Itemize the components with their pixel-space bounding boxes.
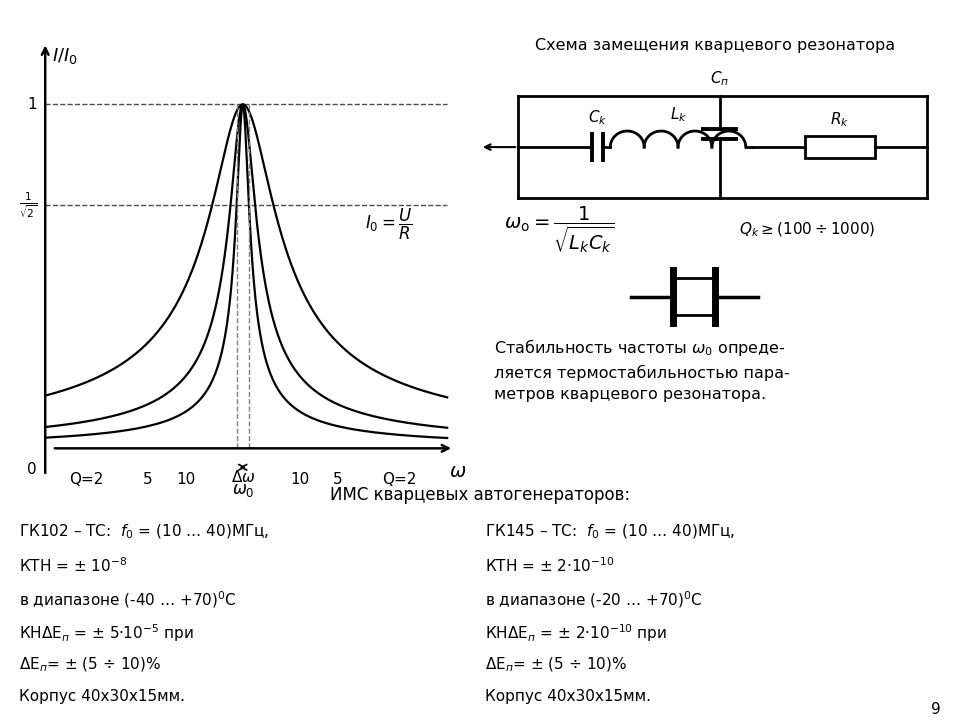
Text: $I_0 = \dfrac{U}{R}$: $I_0 = \dfrac{U}{R}$: [366, 207, 413, 243]
Text: Схема замещения кварцевого резонатора: Схема замещения кварцевого резонатора: [535, 37, 896, 53]
Text: $\Delta$Е$_п$= ± (5 ÷ 10)%: $\Delta$Е$_п$= ± (5 ÷ 10)%: [19, 656, 161, 674]
Text: $\omega$: $\omega$: [449, 462, 467, 481]
Bar: [804, 136, 876, 158]
Text: Корпус 40х30х15мм.: Корпус 40х30х15мм.: [19, 689, 185, 703]
Text: 10: 10: [290, 472, 310, 487]
Text: ГК145 – ТС:  $f_0$ = (10 … 40)МГц,: ГК145 – ТС: $f_0$ = (10 … 40)МГц,: [485, 523, 735, 541]
Text: $C_п$: $C_п$: [710, 69, 730, 88]
Text: $\Delta$Е$_п$= ± (5 ÷ 10)%: $\Delta$Е$_п$= ± (5 ÷ 10)%: [485, 656, 627, 674]
Text: 9: 9: [931, 702, 941, 717]
Text: $\omega_\mathrm{o} = \dfrac{1}{\sqrt{L_k C_k}}$: $\omega_\mathrm{o} = \dfrac{1}{\sqrt{L_k…: [503, 204, 614, 255]
Text: 0: 0: [28, 462, 37, 477]
Text: 5: 5: [333, 472, 343, 487]
Text: КТН = ± 10$^{-8}$: КТН = ± 10$^{-8}$: [19, 556, 128, 575]
Text: Q=2: Q=2: [382, 472, 417, 487]
Text: $\omega_0$: $\omega_0$: [231, 481, 254, 499]
Text: Q=2: Q=2: [69, 472, 104, 487]
Text: в диапазоне (-40 … +70)$^0$С: в диапазоне (-40 … +70)$^0$С: [19, 589, 237, 610]
Text: $\Delta\omega$: $\Delta\omega$: [230, 469, 255, 485]
Text: ГК102 – ТС:  $f_0$ = (10 … 40)МГц,: ГК102 – ТС: $f_0$ = (10 … 40)МГц,: [19, 523, 270, 541]
Text: $R_k$: $R_k$: [830, 111, 850, 130]
Text: Стабильность частоты $\omega_0$ опреде-
ляется термостабильностью пара-
метров к: Стабильность частоты $\omega_0$ опреде- …: [494, 337, 790, 402]
Text: $C_k$: $C_k$: [588, 108, 607, 127]
Text: $Q_k \geq (100 \div 1000)$: $Q_k \geq (100 \div 1000)$: [739, 220, 876, 239]
Text: Корпус 40х30х15мм.: Корпус 40х30х15мм.: [485, 689, 651, 703]
Text: КН$\Delta$Е$_п$ = ± 5·10$^{-5}$ при: КН$\Delta$Е$_п$ = ± 5·10$^{-5}$ при: [19, 623, 194, 644]
Text: $I/I_0$: $I/I_0$: [52, 46, 78, 66]
Text: КТН = ± 2·10$^{-10}$: КТН = ± 2·10$^{-10}$: [485, 556, 614, 575]
Text: $L_k$: $L_k$: [669, 106, 686, 125]
Text: 1: 1: [28, 97, 37, 112]
Text: $\frac{1}{\sqrt{2}}$: $\frac{1}{\sqrt{2}}$: [19, 191, 37, 220]
Bar: [675, 278, 715, 315]
Text: ИМС кварцевых автогенераторов:: ИМС кварцевых автогенераторов:: [330, 485, 630, 503]
Text: КН$\Delta$Е$_п$ = ± 2·10$^{-10}$ при: КН$\Delta$Е$_п$ = ± 2·10$^{-10}$ при: [485, 623, 667, 644]
Text: в диапазоне (-20 … +70)$^0$С: в диапазоне (-20 … +70)$^0$С: [485, 589, 703, 610]
Text: 10: 10: [176, 472, 195, 487]
Text: 5: 5: [143, 472, 153, 487]
